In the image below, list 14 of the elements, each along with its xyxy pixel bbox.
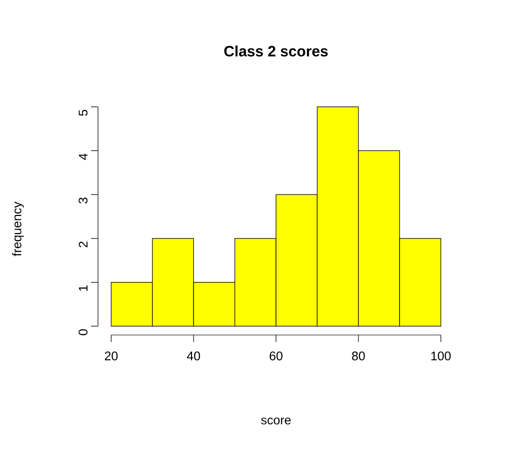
y-tick-label: 2 <box>78 242 88 248</box>
y-tick-label: 0 <box>78 329 88 336</box>
x-tick-label: 40 <box>186 352 200 360</box>
y-tick-label: 3 <box>78 198 88 204</box>
x-tick-label: 80 <box>352 352 365 360</box>
x-axis-title: score <box>261 418 291 424</box>
y-tick-label: 4 <box>78 154 88 160</box>
y-axis-title: frequency <box>12 202 24 256</box>
x-tick-label: 60 <box>270 352 282 360</box>
chart-title: Class 2 scores <box>224 46 328 56</box>
x-tick-label: 100 <box>431 352 451 360</box>
y-tick-label: 5 <box>78 110 88 116</box>
x-tick-label: 20 <box>104 352 118 360</box>
y-tick-label: 1 <box>78 285 88 291</box>
